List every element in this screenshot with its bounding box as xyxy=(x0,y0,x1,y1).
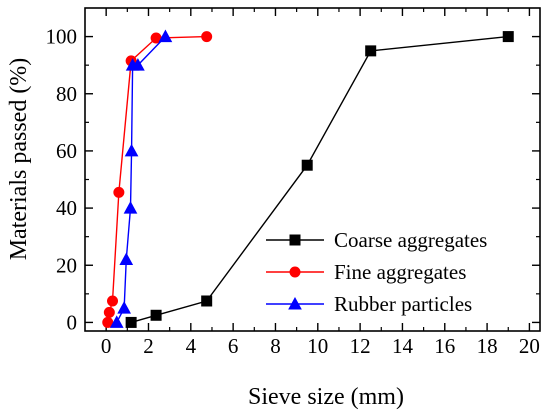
x-tick-label: 18 xyxy=(477,334,498,358)
series-line xyxy=(107,35,207,323)
data-point xyxy=(158,29,173,43)
y-axis-title: Materials passed (%) xyxy=(6,58,32,261)
data-point xyxy=(117,301,131,314)
data-point xyxy=(131,58,145,71)
series-0 xyxy=(125,31,514,328)
series-layer xyxy=(102,29,514,328)
y-tick-label: 100 xyxy=(46,25,78,49)
y-tick-label: 80 xyxy=(56,82,77,106)
data-point xyxy=(109,315,124,328)
x-tick-label: 16 xyxy=(434,334,455,358)
axes: 0 2 4 6 8 10 12 14 16 18 20 0 20 40 60 80 100 xyxy=(46,7,541,358)
plot-frame xyxy=(84,7,541,332)
data-point xyxy=(201,31,213,43)
data-point xyxy=(365,45,377,57)
y-tick-label: 0 xyxy=(67,310,78,334)
data-point xyxy=(502,31,514,43)
data-point xyxy=(103,306,115,318)
series-1 xyxy=(102,31,213,328)
data-point xyxy=(123,201,138,214)
y-tick-label: 20 xyxy=(56,253,77,277)
x-tick-label: 6 xyxy=(228,334,239,358)
data-point xyxy=(124,143,139,157)
data-point xyxy=(301,159,313,171)
series-2 xyxy=(109,29,173,328)
x-tick-label: 2 xyxy=(143,334,154,358)
legend: Coarse aggregates Fine aggregates Rubber p… xyxy=(266,228,487,316)
x-tick-label: 4 xyxy=(186,334,197,358)
legend-label: Coarse aggregates xyxy=(334,228,487,252)
series-line xyxy=(116,36,166,323)
x-tick-label: 12 xyxy=(350,334,371,358)
legend-marker xyxy=(288,296,302,310)
legend-label: Rubber particles xyxy=(334,292,472,316)
data-point xyxy=(150,309,162,321)
data-point xyxy=(125,316,137,328)
y-tick-label: 40 xyxy=(56,196,77,220)
data-point xyxy=(107,295,119,307)
x-tick-label: 20 xyxy=(519,334,540,358)
x-tick-label: 10 xyxy=(307,334,328,358)
x-tick-label: 14 xyxy=(392,334,414,358)
data-point xyxy=(201,295,213,307)
data-point xyxy=(119,252,134,266)
x-tick-label: 0 xyxy=(101,334,112,358)
legend-marker xyxy=(289,234,301,246)
legend-label: Fine aggregates xyxy=(334,260,466,284)
x-axis-title: Sieve size (mm) xyxy=(248,384,404,410)
x-tick-label: 8 xyxy=(270,334,281,358)
legend-marker xyxy=(289,266,301,278)
data-point xyxy=(113,186,125,198)
y-tick-label: 60 xyxy=(56,139,77,163)
